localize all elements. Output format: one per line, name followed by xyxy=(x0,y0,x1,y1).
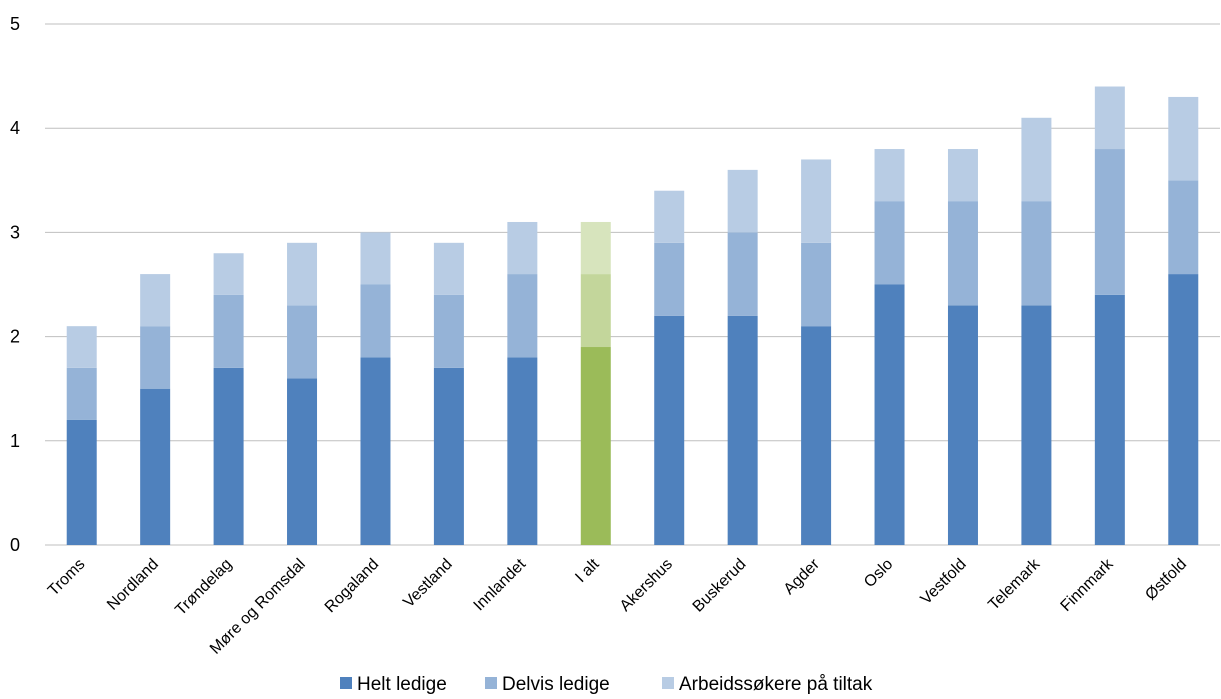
bar-buskerud-delvis-ledige xyxy=(728,232,758,315)
x-tick-label-buskerud: Buskerud xyxy=(690,556,750,616)
bar-vestfold-helt-ledige xyxy=(948,305,978,545)
x-tick-label-trondelag: Trøndelag xyxy=(172,556,235,619)
bar-telemark-arbeidssokere-pa-tiltak xyxy=(1021,118,1051,201)
bar-more-og-romsdal-helt-ledige xyxy=(287,378,317,545)
bar-agder-helt-ledige xyxy=(801,326,831,545)
bar-oslo-arbeidssokere-pa-tiltak xyxy=(875,149,905,201)
bar-telemark-delvis-ledige xyxy=(1021,201,1051,305)
bar-agder-arbeidssokere-pa-tiltak xyxy=(801,159,831,242)
bar-ostfold-arbeidssokere-pa-tiltak xyxy=(1168,97,1198,180)
bar-vestland-helt-ledige xyxy=(434,368,464,545)
x-tick-label-vestland: Vestland xyxy=(400,556,455,611)
bar-nordland-arbeidssokere-pa-tiltak xyxy=(140,274,170,326)
legend-swatch-delvis-ledige xyxy=(485,677,497,689)
y-tick-label-0: 0 xyxy=(10,535,20,555)
bars xyxy=(67,87,1199,545)
bar-akershus-arbeidssokere-pa-tiltak xyxy=(654,191,684,243)
x-tick-label-troms: Troms xyxy=(45,556,89,600)
x-tick-label-agder: Agder xyxy=(781,555,824,598)
bar-vestland-arbeidssokere-pa-tiltak xyxy=(434,243,464,295)
y-tick-label-2: 2 xyxy=(10,327,20,347)
bar-innlandet-arbeidssokere-pa-tiltak xyxy=(507,222,537,274)
legend-label-helt-ledige: Helt ledige xyxy=(357,674,447,695)
x-tick-label-nordland: Nordland xyxy=(104,556,162,614)
y-tick-label-3: 3 xyxy=(10,222,20,242)
x-tick-label-finnmark: Finnmark xyxy=(1057,555,1117,615)
bar-rogaland-arbeidssokere-pa-tiltak xyxy=(360,232,390,284)
bar-nordland-helt-ledige xyxy=(140,389,170,545)
legend-swatch-helt-ledige xyxy=(340,677,352,689)
legend-label-delvis-ledige: Delvis ledige xyxy=(502,674,610,695)
x-tick-label-telemark: Telemark xyxy=(985,555,1044,614)
x-tick-label-i-alt: I alt xyxy=(572,555,603,586)
bar-trondelag-arbeidssokere-pa-tiltak xyxy=(214,253,244,295)
bar-buskerud-helt-ledige xyxy=(728,316,758,545)
bar-vestland-delvis-ledige xyxy=(434,295,464,368)
bar-troms-delvis-ledige xyxy=(67,368,97,420)
bar-vestfold-arbeidssokere-pa-tiltak xyxy=(948,149,978,201)
bar-oslo-delvis-ledige xyxy=(875,201,905,284)
bar-oslo-helt-ledige xyxy=(875,285,905,546)
bar-ostfold-helt-ledige xyxy=(1168,274,1198,545)
x-tick-label-akershus: Akershus xyxy=(617,556,676,615)
bar-trondelag-delvis-ledige xyxy=(214,295,244,368)
legend-swatch-arbeidssokere-pa-tiltak xyxy=(662,677,674,689)
y-tick-label-5: 5 xyxy=(10,14,20,34)
x-tick-label-innlandet: Innlandet xyxy=(471,555,530,614)
bar-more-og-romsdal-delvis-ledige xyxy=(287,305,317,378)
bar-i-alt-helt-ledige xyxy=(581,347,611,545)
bar-finnmark-delvis-ledige xyxy=(1095,149,1125,295)
x-tick-label-vestfold: Vestfold xyxy=(918,556,970,608)
y-tick-label-1: 1 xyxy=(10,431,20,451)
x-tick-label-ostfold: Østfold xyxy=(1142,556,1190,604)
bar-finnmark-arbeidssokere-pa-tiltak xyxy=(1095,87,1125,150)
legend: Helt ledige Delvis ledige Arbeidssøkere på… xyxy=(340,674,873,695)
bar-akershus-helt-ledige xyxy=(654,316,684,545)
x-tick-label-oslo: Oslo xyxy=(861,556,896,591)
x-tick-label-rogaland: Rogaland xyxy=(322,556,382,616)
bar-rogaland-helt-ledige xyxy=(360,357,390,545)
bar-innlandet-helt-ledige xyxy=(507,357,537,545)
y-tick-label-4: 4 xyxy=(10,118,20,138)
bar-innlandet-delvis-ledige xyxy=(507,274,537,357)
bar-trondelag-helt-ledige xyxy=(214,368,244,545)
bar-telemark-helt-ledige xyxy=(1021,305,1051,545)
bar-finnmark-helt-ledige xyxy=(1095,295,1125,545)
bar-i-alt-arbeidssokere-pa-tiltak xyxy=(581,222,611,274)
bar-rogaland-delvis-ledige xyxy=(360,285,390,358)
bar-akershus-delvis-ledige xyxy=(654,243,684,316)
bar-buskerud-arbeidssokere-pa-tiltak xyxy=(728,170,758,233)
bar-agder-delvis-ledige xyxy=(801,243,831,326)
bar-troms-helt-ledige xyxy=(67,420,97,545)
bar-nordland-delvis-ledige xyxy=(140,326,170,389)
bar-ostfold-delvis-ledige xyxy=(1168,180,1198,274)
y-axis-tick-labels: 0 1 2 3 4 5 xyxy=(10,14,20,555)
bar-more-og-romsdal-arbeidssokere-pa-tiltak xyxy=(287,243,317,306)
bar-i-alt-delvis-ledige xyxy=(581,274,611,347)
bar-vestfold-delvis-ledige xyxy=(948,201,978,305)
bar-troms-arbeidssokere-pa-tiltak xyxy=(67,326,97,368)
legend-label-arbeidssokere-pa-tiltak: Arbeidssøkere på tiltak xyxy=(679,674,873,695)
